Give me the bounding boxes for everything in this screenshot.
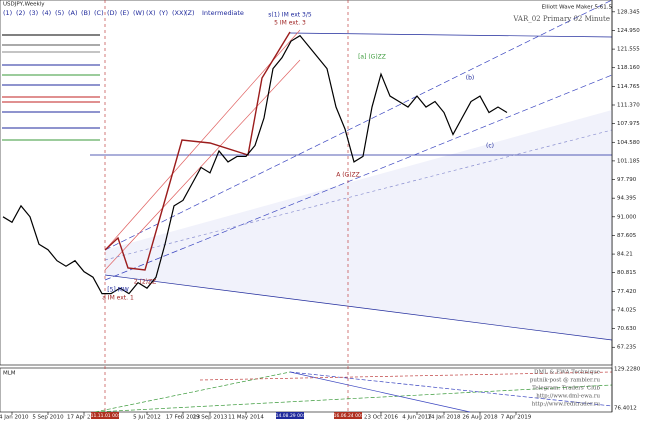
indicator-name: Elliott Wave Maker 5.61.5 xyxy=(542,5,613,11)
y-tick-label: 77.420 xyxy=(617,289,637,295)
wave-annotation: (c) xyxy=(486,143,494,150)
wave-annotation: 2 (2)ZZ xyxy=(134,279,156,286)
wave-button[interactable]: (Y) xyxy=(159,9,168,17)
y-tick-label: 67.235 xyxy=(617,345,637,351)
degree-label: Intermediate xyxy=(202,9,244,17)
marker-box xyxy=(276,412,304,419)
marker-box xyxy=(91,412,119,419)
wave-button[interactable]: (E) xyxy=(120,9,129,17)
sub-line xyxy=(199,371,613,381)
y-tick-label: 87.605 xyxy=(617,233,637,239)
channel-line xyxy=(104,74,613,281)
price-line xyxy=(2,34,508,295)
y-tick-label: 121.555 xyxy=(617,47,640,53)
wave-annotation: [a] (G)ZZ xyxy=(358,54,386,61)
wave-button[interactable]: (4) xyxy=(42,9,51,17)
x-tick-label: 14 Jan 2018 xyxy=(428,415,461,421)
y-tick-label: 70.630 xyxy=(617,326,637,332)
channel-line xyxy=(104,59,301,271)
wave-annotation: A (G)ZZ xyxy=(336,172,360,179)
sub-line xyxy=(289,371,471,413)
x-tick-label: 17 Apr 2011 xyxy=(67,415,101,421)
y-tick-label: 91.000 xyxy=(617,214,637,220)
marker-label: 2014.08.29 00:00 xyxy=(270,413,310,419)
y-tick-label: 118.160 xyxy=(617,65,640,71)
wave-button[interactable]: (3) xyxy=(29,9,38,17)
y-tick-label: 97.790 xyxy=(617,177,637,183)
channels xyxy=(90,0,613,412)
wave-button[interactable]: (A) xyxy=(68,9,78,17)
wave-annotation: a IM ext. 1 xyxy=(102,295,134,302)
sub-axis-label: 129.2280 xyxy=(614,367,641,373)
y-tick-label: 104.580 xyxy=(617,140,640,146)
sub-axis-label: 76.4012 xyxy=(614,406,637,412)
x-tick-label: 29 Sep 2013 xyxy=(193,415,228,421)
wave-button[interactable]: (B) xyxy=(81,9,91,17)
x-tick-label: 24 Jan 2010 xyxy=(0,415,29,421)
y-tick-label: 74.025 xyxy=(617,307,637,313)
y-tick-label: 114.765 xyxy=(617,84,640,90)
wave-path xyxy=(104,31,291,271)
credit: DML & EWA Technique xyxy=(534,370,600,376)
y-tick-label: 101.185 xyxy=(617,158,640,164)
y-tick-label: 80.815 xyxy=(617,270,637,276)
x-tick-label: 4 Jun 2017 xyxy=(402,415,432,421)
credit: Telegram: Traders' Club xyxy=(532,386,600,392)
sub-label: MLM xyxy=(3,371,16,377)
credit: http://www.dml-ewa.ru xyxy=(536,394,600,400)
credit: putnik-post @ rambler.ru xyxy=(530,377,601,384)
level-lines xyxy=(2,34,100,141)
chart-title: USDJPY,Weekly xyxy=(3,2,45,8)
wave-annotation: 5 IM ext. 3 xyxy=(274,20,306,27)
channel-line xyxy=(289,32,613,38)
wave-annotation: (b) xyxy=(466,75,475,82)
y-tick-label: 128.345 xyxy=(617,9,640,15)
wave-button[interactable]: (D) xyxy=(107,9,117,17)
wave-button[interactable]: (X) xyxy=(146,9,156,17)
marker-label: 2016.06.24 00:46 xyxy=(328,413,368,419)
x-tick-label: 11 May 2014 xyxy=(228,415,264,421)
wave-button[interactable]: (XX) xyxy=(172,9,186,17)
credit: http://www.reditrader.ru xyxy=(532,402,601,408)
x-tick-label: 5 Sep 2010 xyxy=(32,415,64,421)
wave-button[interactable]: (2) xyxy=(16,9,25,17)
wave-button[interactable]: (5) xyxy=(55,9,64,17)
x-tick-label: 17 Feb 2013 xyxy=(166,415,201,421)
marker-box xyxy=(334,412,362,419)
channel-line xyxy=(104,274,613,341)
wave-annotation: [5] MW xyxy=(107,287,129,294)
y-tick-label: 94.395 xyxy=(617,196,637,202)
wave-annotation: s(1) IM ext 3/5 xyxy=(268,12,312,19)
wave-button[interactable]: (W) xyxy=(133,9,145,17)
channel-line xyxy=(104,29,301,251)
wave-button[interactable]: (C) xyxy=(94,9,104,17)
x-tick-label: 26 Aug 2018 xyxy=(462,415,498,421)
y-tick-label: 111.370 xyxy=(617,102,640,108)
marker-label: 2011.11.01 00:00 xyxy=(85,413,125,419)
x-tick-label: 5 Jul 2012 xyxy=(133,415,161,421)
channel-fill xyxy=(105,110,612,340)
wave-button[interactable]: (1) xyxy=(3,9,12,17)
y-tick-label: 84.21 xyxy=(617,252,633,258)
channel-line xyxy=(104,0,613,251)
y-tick-label: 107.975 xyxy=(617,121,640,127)
sub-lines xyxy=(94,371,613,413)
wave-button[interactable]: (Z) xyxy=(185,9,195,17)
x-tick-label: 7 Apr 2019 xyxy=(501,415,532,421)
x-tick-label: 23 Oct 2016 xyxy=(364,415,399,421)
y-tick-label: 124.950 xyxy=(617,28,640,34)
sub-line xyxy=(94,384,613,413)
sub-pane xyxy=(0,367,613,413)
subtitle: VAR_02 Primary 02 Minute xyxy=(512,15,610,23)
